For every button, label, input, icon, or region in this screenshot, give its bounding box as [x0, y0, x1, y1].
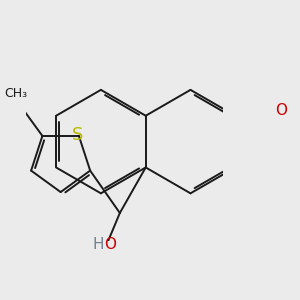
Text: O: O [104, 237, 116, 252]
Text: S: S [72, 125, 83, 143]
Text: O: O [275, 103, 287, 118]
Text: CH₃: CH₃ [4, 87, 28, 100]
Text: H: H [92, 237, 104, 252]
